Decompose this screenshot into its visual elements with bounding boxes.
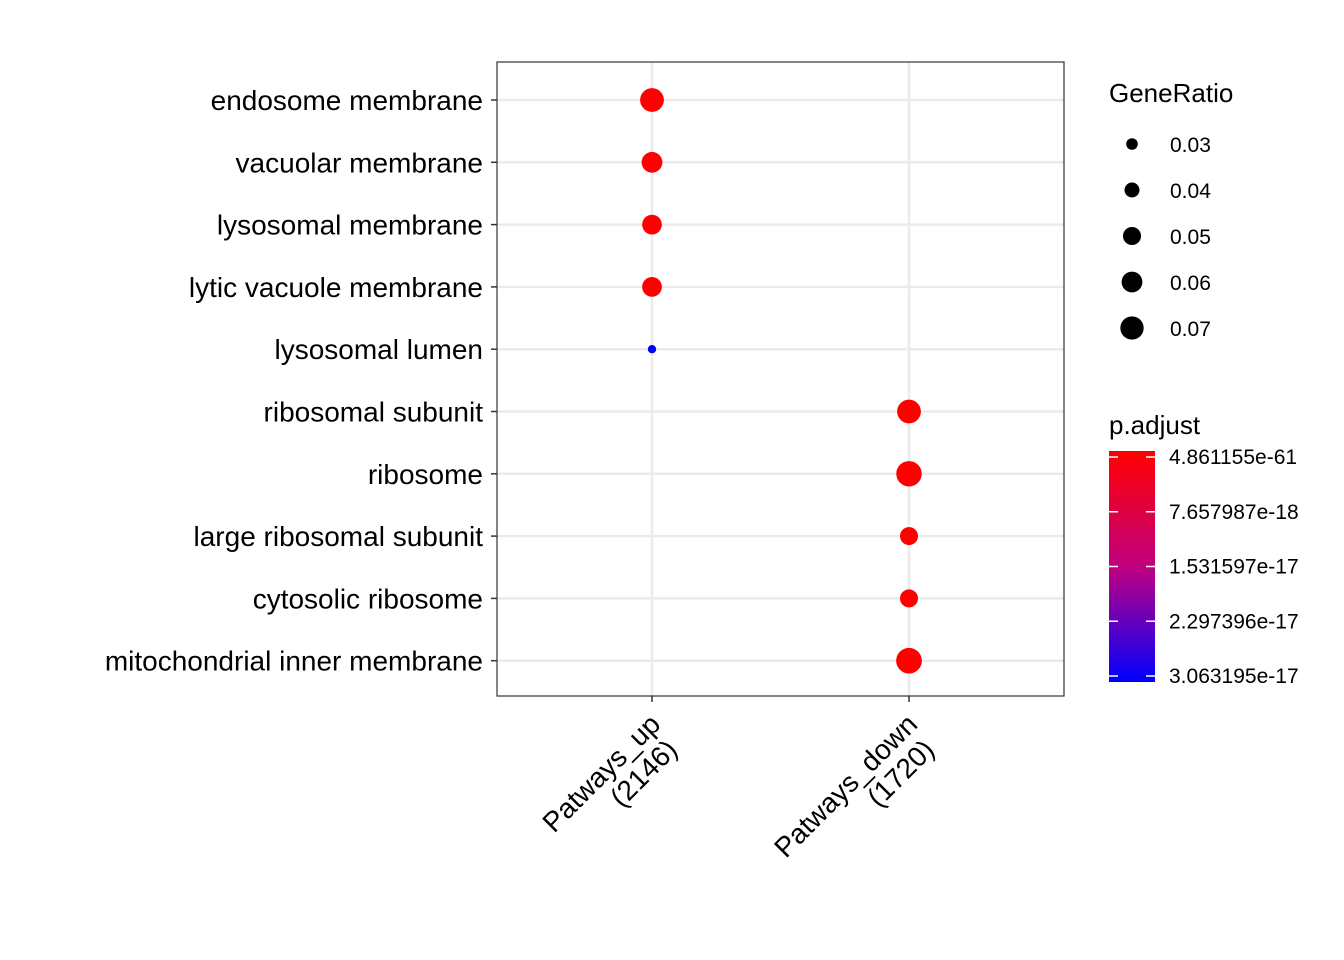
color-legend-label: 7.657987e-18 <box>1169 501 1299 524</box>
data-point <box>899 527 919 546</box>
plot-panel-border <box>496 61 1065 697</box>
size-legend-key <box>1126 138 1138 150</box>
y-axis-label: vacuolar membrane <box>236 147 483 178</box>
size-legend-label: 0.07 <box>1170 318 1211 341</box>
data-point <box>641 151 663 173</box>
y-axis-label: ribosomal subunit <box>264 397 484 428</box>
size-legend-label: 0.06 <box>1170 272 1211 295</box>
data-point <box>899 589 919 608</box>
size-legend-label: 0.04 <box>1170 180 1211 203</box>
data-point <box>896 647 922 674</box>
y-axis-label: large ribosomal subunit <box>194 521 484 552</box>
color-legend-label: 1.531597e-17 <box>1169 555 1299 578</box>
size-legend: GeneRatio 0.03 0.04 0.05 0.06 0.07 <box>1109 78 1233 341</box>
color-legend-label: 3.063195e-17 <box>1169 665 1299 688</box>
size-legend-title: GeneRatio <box>1109 78 1233 108</box>
size-legend-label: 0.05 <box>1170 226 1211 249</box>
color-legend-items: 4.861155e-61 7.657987e-18 1.531597e-17 2.29… <box>1109 446 1299 688</box>
grid-lines <box>497 62 1064 696</box>
data-point <box>642 214 662 235</box>
data-point <box>896 461 922 487</box>
data-point <box>647 345 657 354</box>
data-point <box>640 88 664 112</box>
data-points <box>640 88 922 674</box>
y-axis-label: cytosolic ribosome <box>253 583 483 614</box>
size-legend-key <box>1120 316 1144 340</box>
size-legend-key <box>1122 226 1142 246</box>
y-axis-label: ribosome <box>368 459 483 490</box>
size-legend-items: 0.03 0.04 0.05 0.06 0.07 <box>1120 134 1211 341</box>
y-axis-label: lysosomal lumen <box>274 334 483 365</box>
color-legend-label: 2.297396e-17 <box>1169 610 1299 633</box>
color-legend: p.adjust 4.861155e-61 7.657987e-18 1.53159… <box>1109 410 1299 688</box>
y-axis: endosome membrane vacuolar membrane lysoso… <box>105 85 497 677</box>
color-legend-label: 4.861155e-61 <box>1169 446 1297 469</box>
size-legend-label: 0.03 <box>1170 134 1211 157</box>
data-point <box>897 399 921 424</box>
size-legend-key <box>1121 271 1143 293</box>
y-axis-label: mitochondrial inner membrane <box>105 646 483 677</box>
y-axis-label: lytic vacuole membrane <box>189 272 483 303</box>
data-point <box>642 277 662 297</box>
y-axis-label: lysosomal membrane <box>217 210 483 241</box>
size-legend-key <box>1124 182 1140 198</box>
color-legend-title: p.adjust <box>1109 410 1201 440</box>
y-axis-label: endosome membrane <box>211 85 483 116</box>
